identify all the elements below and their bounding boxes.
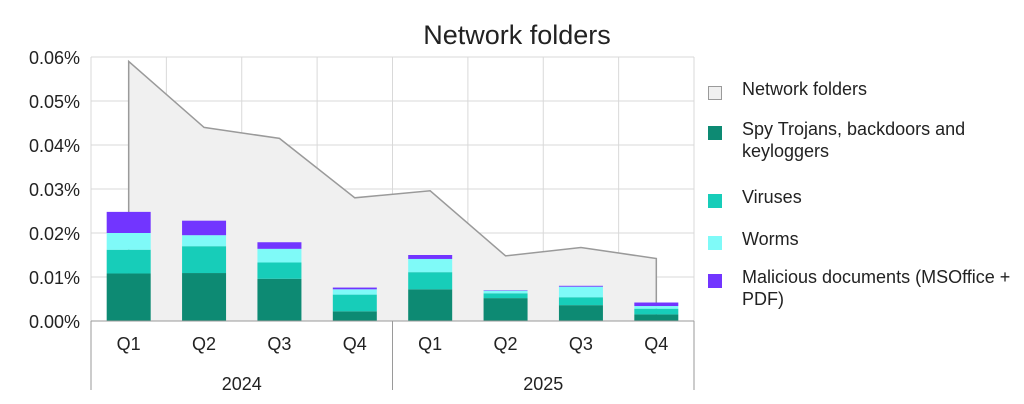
y-tick-label: 0.06% <box>29 48 80 68</box>
legend-label: Network folders <box>742 79 868 99</box>
year-label: 2025 <box>523 374 563 394</box>
bar-segment-s1-0 <box>106 249 151 274</box>
bar-segment-s3-6 <box>558 285 603 287</box>
bar-segment-s0-0 <box>106 273 151 321</box>
year-label: 2024 <box>222 374 262 394</box>
legend-label: Worms <box>742 229 799 249</box>
bar-segment-s1-2 <box>257 262 302 279</box>
legend-label: Malicious documents (MSOffice + PDF) <box>742 267 1011 309</box>
y-tick-label: 0.05% <box>29 92 80 112</box>
y-axis-tick-labels: 0.00% 0.01% 0.02% 0.03% 0.04% 0.05% 0.06% <box>29 48 80 332</box>
x-tick-label: Q3 <box>569 334 593 354</box>
bar-segment-s3-4 <box>408 255 453 259</box>
bar-segment-s0-7 <box>634 314 679 321</box>
bar-segment-s2-2 <box>257 248 302 263</box>
x-tick-label: Q2 <box>192 334 216 354</box>
bar-segment-s1-4 <box>408 272 453 290</box>
legend-item: Spy Trojans, backdoors and keyloggers <box>708 118 1017 162</box>
bar-segment-s3-0 <box>106 211 151 233</box>
bar-segment-s0-2 <box>257 278 302 321</box>
legend-item: Worms <box>708 228 1017 250</box>
legend-item: Malicious documents (MSOffice + PDF) <box>708 266 1017 310</box>
y-tick-label: 0.01% <box>29 268 80 288</box>
legend-item: Network folders <box>708 78 1017 100</box>
x-tick-label: Q3 <box>267 334 291 354</box>
y-tick-label: 0.04% <box>29 136 80 156</box>
legend-swatch <box>708 236 722 250</box>
bar-segment-s0-6 <box>558 305 603 321</box>
x-tick-label: Q4 <box>343 334 367 354</box>
bar-segment-s2-7 <box>634 306 679 309</box>
bar-segment-s2-1 <box>182 235 227 247</box>
bar-segment-s2-5 <box>483 290 528 294</box>
bar-segment-s1-5 <box>483 293 528 299</box>
legend-swatch <box>708 86 722 100</box>
bar-segment-s1-1 <box>182 246 227 274</box>
bar-segment-s3-3 <box>332 287 377 290</box>
bar-segment-s1-6 <box>558 297 603 306</box>
y-tick-label: 0.02% <box>29 224 80 244</box>
bar-segment-s0-1 <box>182 273 227 321</box>
legend-swatch <box>708 194 722 208</box>
x-axis: Q1 Q2 Q3 Q4 Q1 Q2 Q3 Q4 2024 2025 <box>90 320 695 394</box>
bar-segment-s2-4 <box>408 258 453 273</box>
bar-segment-s1-3 <box>332 294 377 312</box>
bar-segment-s3-2 <box>257 242 302 249</box>
legend-swatch <box>708 274 722 288</box>
bars <box>106 211 679 321</box>
legend-swatch <box>708 126 722 140</box>
chart-title: Network folders <box>423 20 611 50</box>
bar-segment-s2-6 <box>558 286 603 298</box>
bar-segment-s2-0 <box>106 233 151 250</box>
bar-segment-s3-7 <box>634 302 679 307</box>
legend-item: Viruses <box>708 186 1017 208</box>
bar-segment-s0-5 <box>483 298 528 321</box>
legend-label: Viruses <box>742 187 802 207</box>
bar-segment-s2-3 <box>332 289 377 295</box>
legend-label: Spy Trojans, backdoors and keyloggers <box>742 119 966 161</box>
bar-segment-s1-7 <box>634 308 679 315</box>
bar-segment-s0-4 <box>408 289 453 321</box>
x-tick-label: Q2 <box>494 334 518 354</box>
y-tick-label: 0.03% <box>29 180 80 200</box>
x-tick-label: Q1 <box>418 334 442 354</box>
area-line-network-folders <box>127 59 658 321</box>
bar-segment-s0-3 <box>332 311 377 321</box>
x-tick-label: Q4 <box>644 334 668 354</box>
x-tick-label: Q1 <box>117 334 141 354</box>
y-tick-label: 0.00% <box>29 312 80 332</box>
bar-segment-s3-1 <box>182 220 227 236</box>
